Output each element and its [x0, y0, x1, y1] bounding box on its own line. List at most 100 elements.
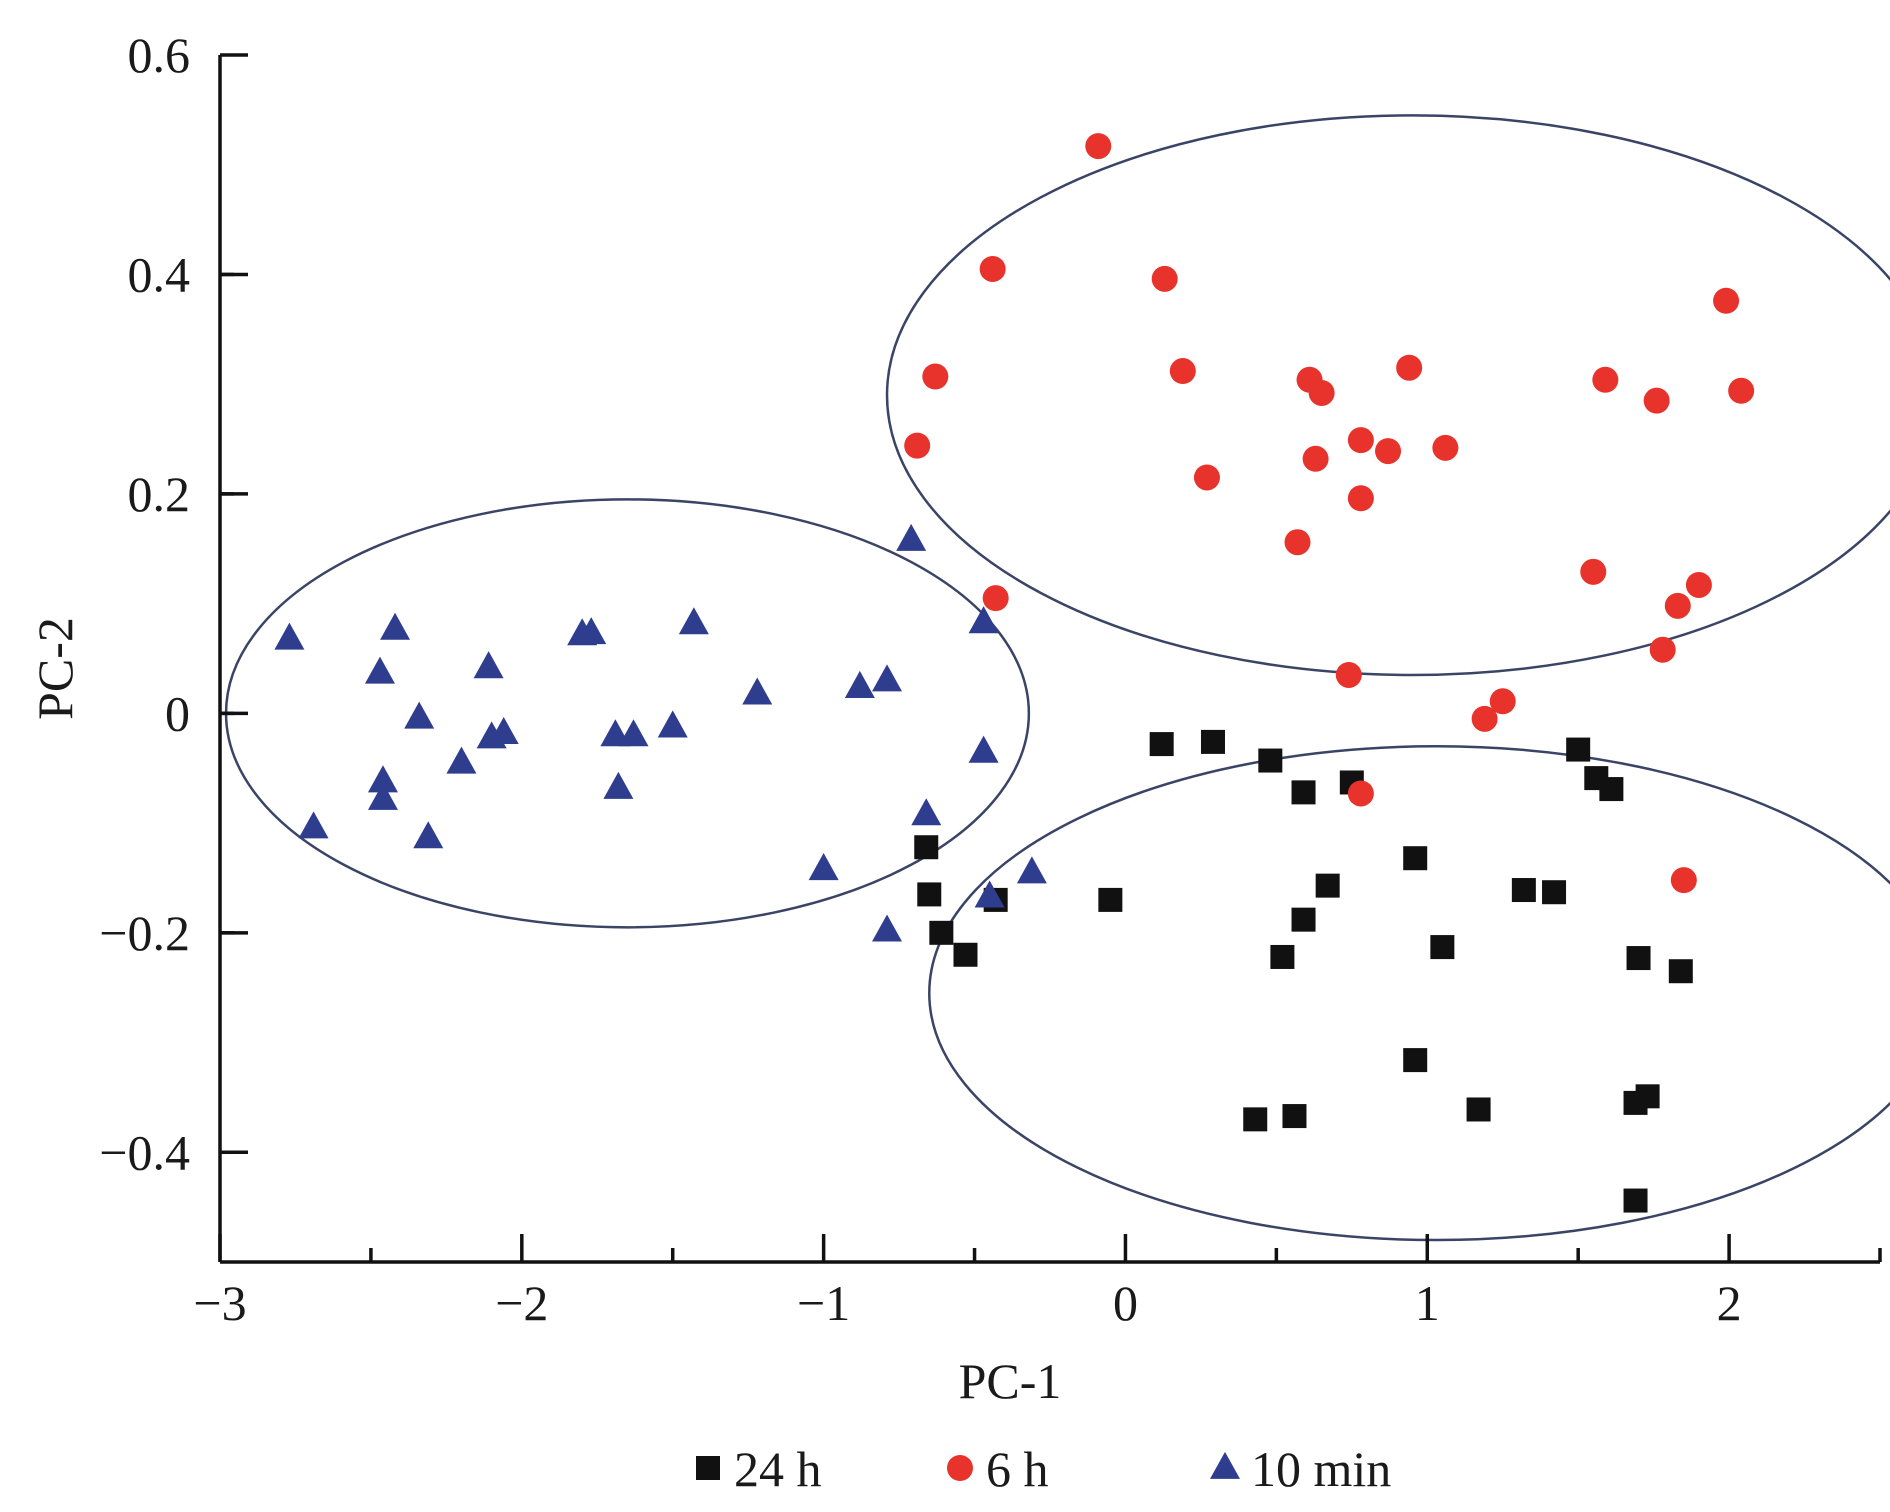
- data-point-circle: [1664, 592, 1691, 619]
- data-point-circle: [1169, 358, 1196, 385]
- x-axis-title: PC-1: [959, 1353, 1062, 1409]
- data-point-square: [1599, 777, 1624, 802]
- data-points: [274, 133, 1755, 1213]
- legend-marker-square: [696, 1456, 720, 1480]
- data-point-triangle: [896, 523, 927, 551]
- data-point-triangle: [872, 914, 903, 942]
- data-point-circle: [1643, 387, 1670, 414]
- data-point-triangle: [844, 670, 875, 698]
- data-point-circle: [1335, 661, 1362, 688]
- data-point-circle: [1432, 434, 1459, 461]
- data-point-circle: [922, 363, 949, 390]
- y-tick-label: 0.6: [128, 27, 191, 83]
- data-point-circle: [1670, 867, 1697, 894]
- data-point-triangle: [404, 701, 435, 729]
- data-point-circle: [1580, 558, 1607, 585]
- data-point-square: [953, 942, 978, 967]
- data-point-circle: [1489, 688, 1516, 715]
- cluster-ellipse: [224, 498, 1031, 929]
- data-point-circle: [1685, 571, 1712, 598]
- data-point-triangle: [367, 782, 398, 810]
- series-square: [914, 729, 1693, 1213]
- y-tick-label: 0: [165, 685, 190, 741]
- data-point-triangle: [298, 811, 329, 839]
- data-point-circle: [1592, 366, 1619, 393]
- data-point-triangle: [603, 771, 634, 799]
- data-point-circle: [904, 432, 931, 459]
- data-point-square: [1098, 887, 1123, 912]
- data-point-triangle: [576, 617, 607, 645]
- y-tick-label: 0.4: [128, 246, 191, 302]
- data-point-triangle: [974, 880, 1005, 908]
- data-point-square: [1635, 1084, 1660, 1109]
- data-point-circle: [1396, 354, 1423, 381]
- data-point-circle: [1302, 445, 1329, 472]
- data-point-circle: [1728, 377, 1755, 404]
- data-point-circle: [1347, 427, 1374, 454]
- legend-marker-triangle: [1210, 1451, 1240, 1479]
- data-point-triangle: [657, 710, 688, 738]
- tick-labels: −3 −2 −1 0 1 2 −0.4 −0.2 0 0.2 0.4 0.6: [99, 27, 1741, 1331]
- data-point-circle: [1151, 265, 1178, 292]
- data-point-square: [1270, 944, 1295, 969]
- legend-item: 6 h: [947, 1441, 1049, 1497]
- data-point-triangle: [413, 821, 444, 849]
- data-point-circle: [1284, 529, 1311, 556]
- data-point-square: [1258, 748, 1283, 773]
- data-point-circle: [1713, 287, 1740, 314]
- data-point-triangle: [911, 798, 942, 826]
- tick-marks: [218, 53, 1882, 1262]
- data-point-triangle: [488, 716, 519, 745]
- data-point-circle: [1347, 485, 1374, 512]
- data-point-square: [1430, 935, 1455, 960]
- data-point-square: [1466, 1097, 1491, 1122]
- data-point-square: [1315, 873, 1340, 898]
- legend: 24 h 6 h 10 min: [696, 1441, 1391, 1497]
- data-point-square: [917, 882, 942, 907]
- data-point-square: [1403, 1048, 1428, 1073]
- data-point-triangle: [364, 656, 395, 684]
- y-tick-label: 0.2: [128, 466, 191, 522]
- data-point-square: [1200, 729, 1225, 754]
- data-point-circle: [979, 255, 1006, 282]
- data-point-triangle: [872, 664, 903, 692]
- data-point-triangle: [380, 612, 411, 640]
- data-point-square: [1626, 946, 1651, 971]
- y-tick-label: −0.2: [99, 905, 190, 961]
- x-tick-label: 0: [1113, 1275, 1138, 1331]
- data-point-triangle: [808, 853, 839, 881]
- data-point-square: [1623, 1188, 1648, 1213]
- data-point-circle: [1085, 133, 1112, 160]
- data-point-square: [1542, 880, 1567, 905]
- data-point-triangle: [367, 765, 398, 793]
- data-point-square: [1668, 959, 1693, 984]
- data-point-triangle: [968, 735, 999, 763]
- legend-item: 10 min: [1210, 1441, 1391, 1497]
- data-point-circle: [982, 585, 1009, 612]
- data-point-square: [1566, 737, 1591, 762]
- cluster-ellipse: [885, 114, 1890, 677]
- x-tick-label: −2: [495, 1275, 548, 1331]
- x-tick-label: −3: [193, 1275, 246, 1331]
- data-point-square: [1291, 780, 1316, 805]
- x-tick-label: 2: [1717, 1275, 1742, 1331]
- data-point-square: [1282, 1104, 1307, 1129]
- data-point-triangle: [742, 677, 773, 705]
- data-point-triangle: [446, 746, 477, 774]
- series-triangle: [274, 523, 1047, 942]
- data-point-square: [1291, 907, 1316, 932]
- data-point-circle: [1347, 780, 1374, 807]
- x-tick-label: 1: [1415, 1275, 1440, 1331]
- data-point-square: [914, 835, 939, 860]
- data-point-triangle: [968, 606, 999, 634]
- y-axis-title: PC-2: [27, 617, 83, 720]
- data-point-circle: [1308, 379, 1335, 406]
- data-point-triangle: [618, 719, 649, 747]
- data-point-square: [1511, 878, 1536, 903]
- x-tick-label: −1: [797, 1275, 850, 1331]
- data-point-square: [1243, 1107, 1268, 1132]
- data-point-square: [1149, 732, 1174, 757]
- data-point-circle: [1471, 705, 1498, 732]
- legend-label: 24 h: [734, 1441, 822, 1497]
